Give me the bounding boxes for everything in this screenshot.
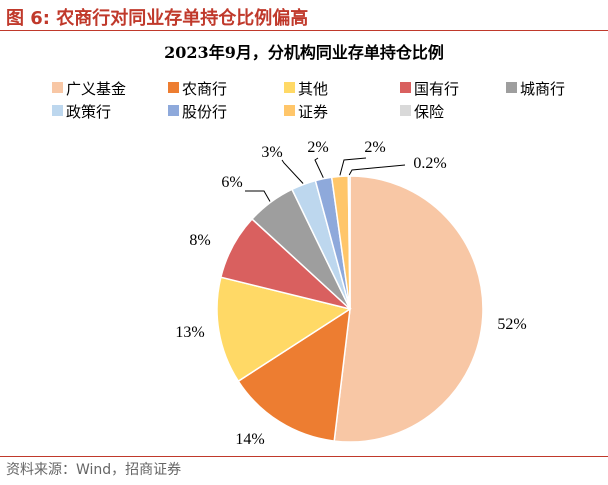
legend-swatch [168,82,179,93]
legend-swatch [506,82,517,93]
data-label: 8% [189,232,210,249]
leader-line [281,159,304,184]
data-label: 3% [261,144,282,161]
leader-line [348,164,406,176]
leader-line [314,157,324,178]
legend-label: 保险 [414,103,444,121]
legend-label: 政策行 [66,103,111,121]
legend-label: 其他 [298,80,328,98]
pie-slice [216,276,352,383]
legend-swatch [400,105,411,116]
legend-swatch [168,105,179,116]
data-label: 6% [221,174,242,191]
leader-line [245,190,271,202]
data-label: 14% [235,431,264,448]
legend-swatch [284,82,295,93]
data-label: 13% [175,324,204,341]
data-labels: 52% 14% 13% 8% 6% 3% 2% 2% 0.2% [175,139,526,448]
legend-swatch [52,105,63,116]
legend-swatch [400,82,411,93]
legend-label: 广义基金 [66,80,126,98]
chart-title: 2023年9月，分机构同业存单持仓比例 [164,43,444,62]
legend-label: 城商行 [520,80,565,98]
source-note: 资料来源：Wind，招商证券 [6,462,182,478]
legend-label: 证券 [298,103,328,121]
data-label: 2% [364,139,385,156]
data-label: 52% [497,316,526,333]
legend-label: 农商行 [182,80,227,98]
leader-line [339,157,367,176]
pie-slice [237,307,351,442]
data-label: 2% [307,139,328,156]
caption-divider [0,30,608,31]
pie-slice [333,175,484,443]
pie-slices [216,175,484,443]
legend-swatch [284,105,295,116]
leader-lines [245,157,406,202]
legend-label: 股份行 [182,103,227,121]
legend-swatch [52,82,63,93]
legend-label: 国有行 [414,80,459,98]
data-label: 0.2% [413,155,446,172]
pie-slice [347,175,351,310]
source-divider [0,456,608,457]
figure-caption: 图 6: 农商行对同业存单持仓比例偏高 [6,8,309,29]
